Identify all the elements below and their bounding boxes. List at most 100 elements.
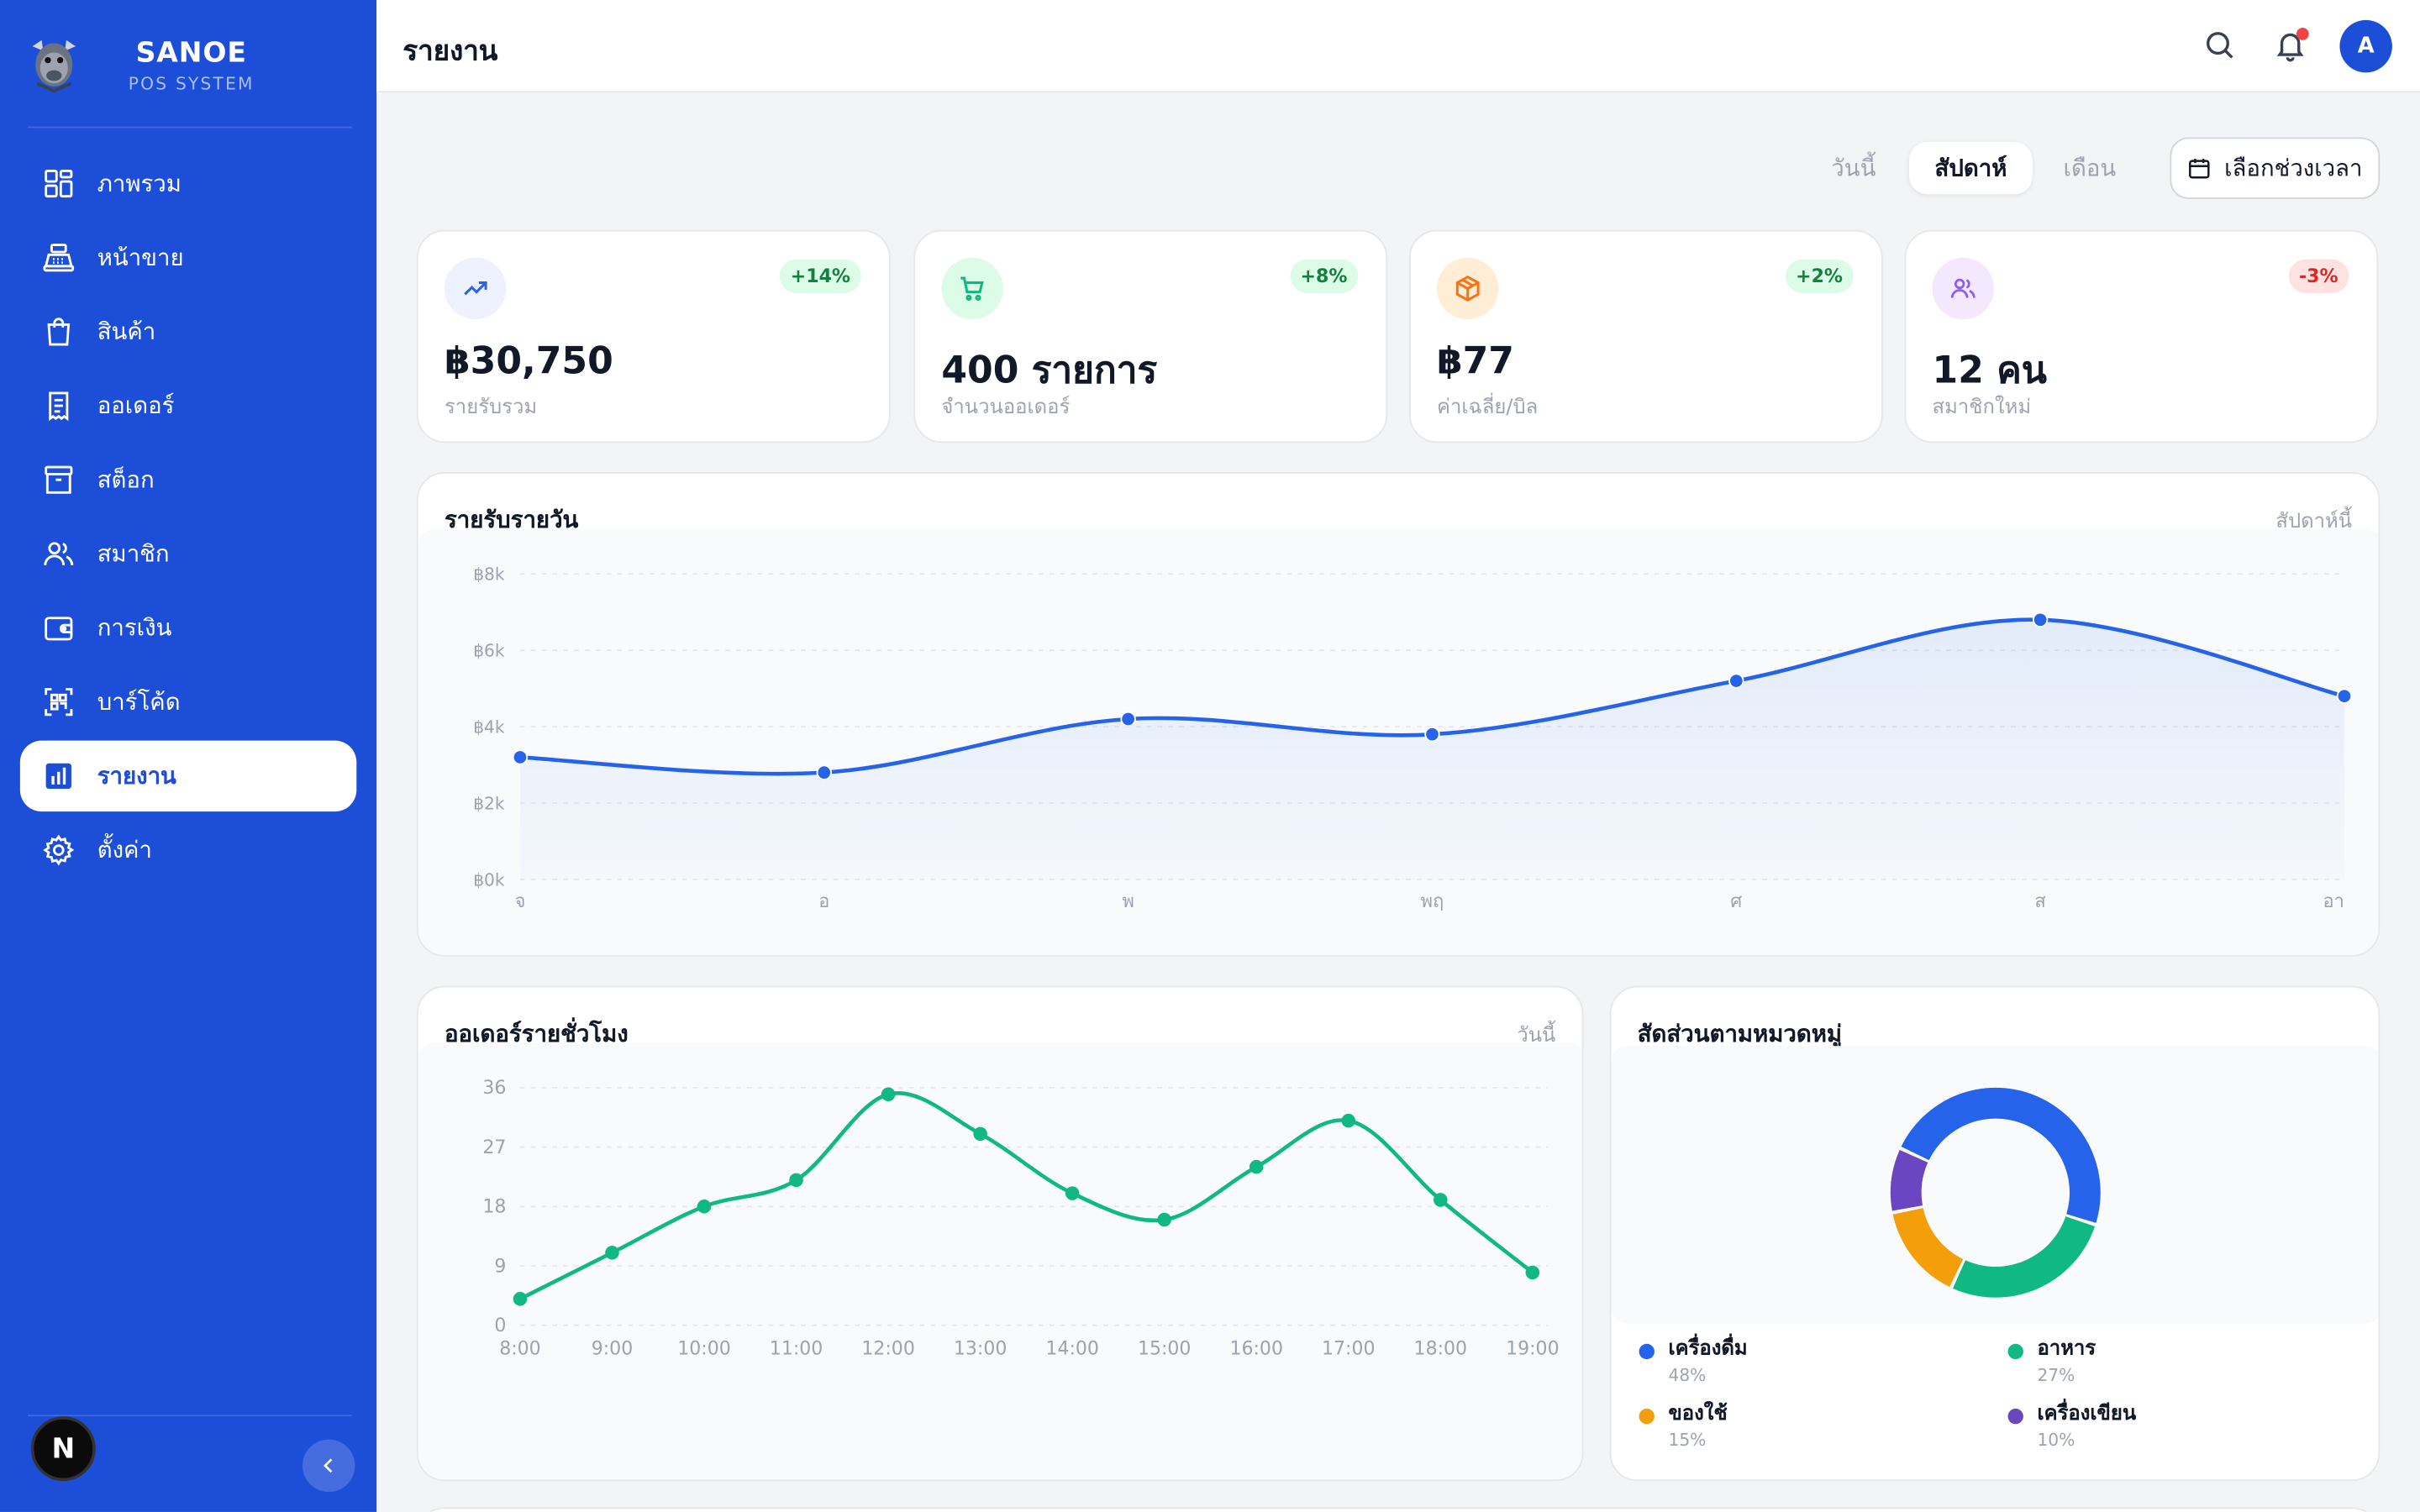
sidebar-item-orders[interactable]: ออเดอร์ [20,370,356,441]
search-icon[interactable] [2202,28,2236,61]
stat-label: รายรับรวม [444,396,538,420]
x-tick-label: จ [515,891,526,912]
brand[interactable]: SANOE POS SYSTEM [28,34,352,102]
data-point [789,1173,803,1188]
data-point [697,1200,712,1214]
legend-item: เครื่องดื่ม 48% [1639,1336,1748,1389]
sidebar-item-products[interactable]: สินค้า [20,297,356,367]
daily-revenue-card: รายรับรายวัน สัปดาห์นี้ ฿0k ฿2k ฿4k ฿6k ฿8k จ… [416,472,2381,957]
legend-swatch [2007,1408,2023,1425]
trending-up-icon [464,281,487,296]
sidebar-item-finance[interactable]: การเงิน [20,592,356,663]
stat-change-badge: +8% [1289,259,1359,293]
legend-name: ของใช้ [1668,1402,1728,1426]
hourly-orders-card: ออเดอร์รายชั่วโมง วันนี้ 0 9 18 27 36 8:00 9:0… [416,985,1584,1482]
y-tick-label: 27 [482,1137,506,1158]
data-point [2336,688,2353,704]
stat-label: จำนวนออเดอร์ [941,396,1071,420]
date-range-button[interactable]: เลือกช่วงเวลา [2170,137,2381,199]
revenue-area [519,619,2344,879]
sidebar-item-label: การเงิน [97,614,172,643]
wallet-icon [45,617,73,641]
x-tick-label: ศ [1730,891,1742,912]
legend-item: ของใช้ 15% [1639,1401,1728,1453]
avatar[interactable]: A [2339,19,2392,73]
legend-percent: 27% [2037,1365,2075,1386]
sidebar-item-sales[interactable]: หน้าขาย [20,222,356,292]
y-tick-label: ฿0k [473,869,505,890]
stat-icon-badge [941,257,1003,320]
sidebar: SANOE POS SYSTEM ภาพรวม หน้าขาย สินค้า อ… [0,0,377,1512]
sidebar-item-label: ภาพรวม [97,170,182,198]
legend-name: เครื่องดื่ม [1668,1337,1748,1361]
legend-percent: 15% [1668,1430,1707,1451]
y-tick-label: 36 [482,1078,506,1099]
grid-icon [45,169,73,198]
sidebar-nav: ภาพรวม หน้าขาย สินค้า ออเดอร์ สต็อก สมาช… [19,148,357,889]
sidebar-item-overview[interactable]: ภาพรวม [20,148,356,218]
brand-subtitle: POS SYSTEM [128,74,255,95]
y-tick-label: 0 [494,1315,506,1336]
x-tick-label: อา [2323,891,2344,912]
legend-percent: 10% [2037,1430,2075,1451]
sidebar-item-label: สินค้า [97,318,156,346]
donut-slice [1890,1149,1928,1211]
orders-line [518,1091,1534,1301]
x-tick-label: 12:00 [861,1339,915,1360]
sidebar-item-reports[interactable]: รายงาน [19,740,357,812]
sidebar-item-stock[interactable]: สต็อก [20,444,356,515]
chevron-left-icon [324,1458,333,1473]
sidebar-item-members[interactable]: สมาชิก [20,518,356,589]
notification-dot [2296,28,2309,40]
x-tick-label: 16:00 [1229,1339,1283,1360]
data-point [1341,1113,1356,1128]
legend-swatch [2007,1343,2023,1360]
x-tick-label: พฤ [1421,891,1444,912]
sidebar-item-label: สต็อก [97,465,155,494]
x-tick-label: 19:00 [1506,1339,1560,1360]
donut-slice [1953,1216,2096,1298]
legend-percent: 48% [1668,1365,1707,1386]
stat-label: ค่าเฉลี่ย/บิล [1436,396,1539,420]
x-tick-label: 14:00 [1045,1339,1099,1360]
period-week[interactable]: สัปดาห์ [1908,141,2033,195]
barcode-scan-icon [45,688,73,717]
archive-box-icon [45,465,73,494]
topbar: รายงาน A [376,0,2420,93]
card-title: รายรับรายวัน [444,506,579,534]
daily-revenue-chart: ฿0k ฿2k ฿4k ฿6k ฿8k จ อ พ พฤ ศ ส อา [473,564,2353,912]
stat-card-revenue: +14% ฿30,750 รายรับรวม [416,229,891,444]
x-tick-label: 9:00 [592,1339,633,1360]
sidebar-divider [28,1415,352,1417]
stat-card-new-members: -3% 12 คน สมาชิกใหม่ [1904,229,2379,444]
period-month[interactable]: เดือน [2063,154,2117,182]
donut-slice [1901,1087,2101,1223]
collapse-sidebar-button[interactable] [302,1439,355,1493]
x-tick-label: ส [2034,891,2046,912]
sidebar-item-label: ออเดอร์ [97,391,175,420]
card-title: สัดส่วนตามหมวดหมู่ [1637,1020,1843,1048]
sidebar-item-settings[interactable]: ตั้งค่า [20,815,356,885]
receipt-icon [49,391,69,422]
framework-logo[interactable]: N [30,1416,96,1482]
data-point [1120,711,1136,727]
y-tick-label: ฿8k [473,564,505,585]
x-tick-label: พ [1122,891,1134,912]
sidebar-divider [28,126,352,129]
sidebar-item-barcode[interactable]: บาร์โค้ด [20,666,356,737]
x-tick-label: 13:00 [954,1339,1007,1360]
stat-card-orders: +8% 400 รายการ จำนวนออเดอร์ [913,229,1388,444]
x-tick-label: 15:00 [1138,1339,1192,1360]
bar-chart-icon [45,763,71,790]
data-point [605,1246,619,1260]
stat-value: ฿77 [1436,339,1515,383]
bell-icon[interactable] [2273,28,2307,62]
data-point [816,764,832,780]
data-point [1065,1186,1080,1200]
stat-value: 12 คน [1932,349,2047,392]
legend-name: อาหาร [2037,1337,2096,1361]
data-point [1249,1159,1264,1174]
legend-item: อาหาร 27% [2007,1336,2096,1389]
x-tick-label: 11:00 [770,1339,823,1360]
period-today[interactable]: วันนี้ [1831,154,1876,182]
